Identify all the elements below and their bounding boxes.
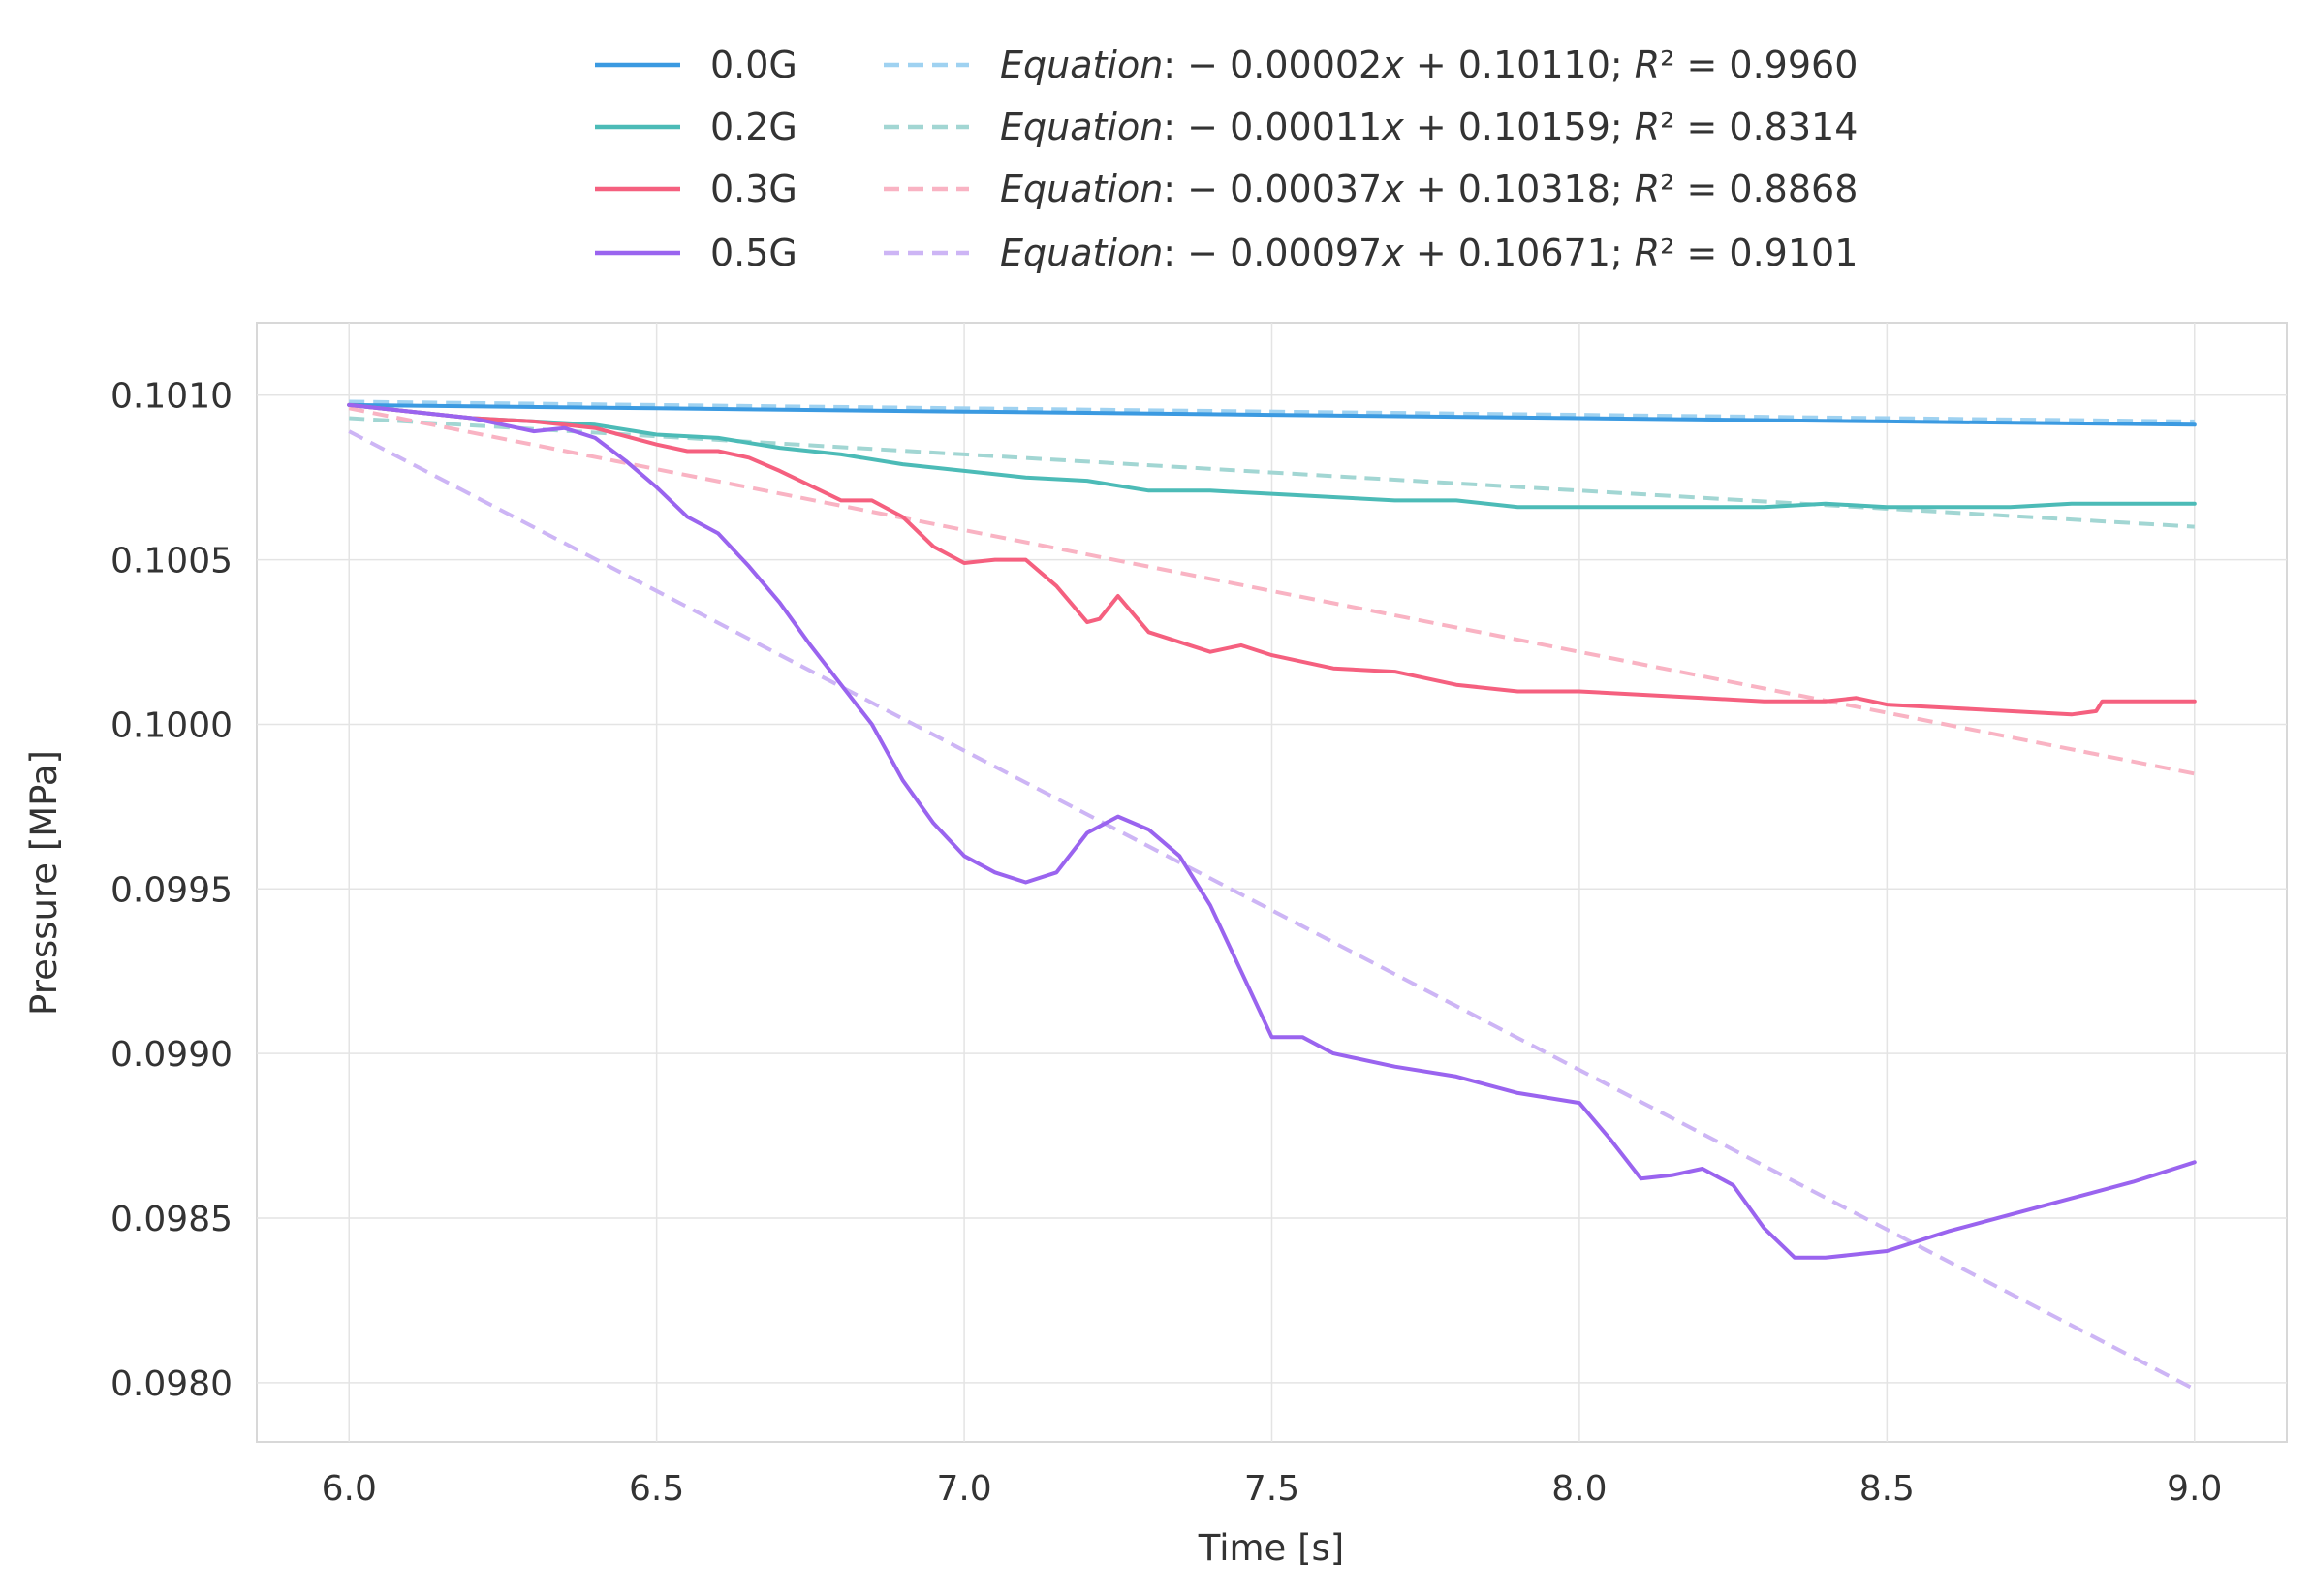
grid: [257, 323, 2287, 1442]
y-tick-label: 0.0995: [110, 870, 233, 910]
x-tick-label: 6.0: [322, 1469, 377, 1509]
series-line-0-2g: [347, 402, 2197, 510]
y-tick-label: 0.1010: [110, 377, 233, 417]
y-tick-label: 0.1005: [110, 542, 233, 581]
y-tick-label: 0.1000: [110, 705, 233, 745]
series-line-0-3g: [347, 402, 2197, 717]
legend-equation: Equation: − 0.00097x + 0.10671; R² = 0.9…: [1000, 232, 1858, 274]
x-tick-label: 7.0: [936, 1469, 991, 1509]
y-tick-label: 0.0980: [110, 1364, 233, 1404]
x-tick-label: 6.5: [629, 1469, 684, 1509]
data-series: [347, 402, 2197, 1260]
fit-line-4: [348, 429, 2196, 1392]
x-axis-label: Time [s]: [1198, 1527, 1344, 1569]
legend-label: 0.2G: [710, 106, 797, 148]
legend-equation: Equation: − 0.00011x + 0.10159; R² = 0.8…: [1000, 106, 1858, 148]
y-axis-ticks: 0.1010 0.1005 0.1000 0.0995 0.0990 0.0985 0.09…: [110, 377, 233, 1404]
legend-label: 0.0G: [710, 44, 797, 86]
x-tick-label: 8.5: [1859, 1469, 1915, 1509]
x-tick-label: 7.5: [1244, 1469, 1299, 1509]
legend-label: 0.5G: [710, 232, 797, 274]
y-axis-label: Pressure [MPa]: [23, 750, 65, 1016]
series-line-0-5g: [347, 402, 2197, 1260]
legend-equation: Equation: − 0.00037x + 0.10318; R² = 0.8…: [1000, 168, 1858, 210]
fit-line-1: [349, 399, 2195, 423]
legend: 0.0G 0.2G 0.3G 0.5G Equation: − 0.00002x + 0…: [595, 44, 1858, 274]
series-line-0-0g: [347, 402, 2197, 427]
y-tick-label: 0.0985: [110, 1200, 233, 1239]
x-tick-label: 8.0: [1551, 1469, 1607, 1509]
x-tick-label: 9.0: [2167, 1469, 2222, 1509]
legend-equation: Equation: − 0.00002x + 0.10110; R² = 0.9…: [1000, 44, 1858, 86]
legend-label: 0.3G: [710, 168, 797, 210]
x-axis-ticks: 6.0 6.5 7.0 7.5 8.0 8.5 9.0: [322, 1469, 2223, 1509]
y-tick-label: 0.0990: [110, 1035, 233, 1075]
